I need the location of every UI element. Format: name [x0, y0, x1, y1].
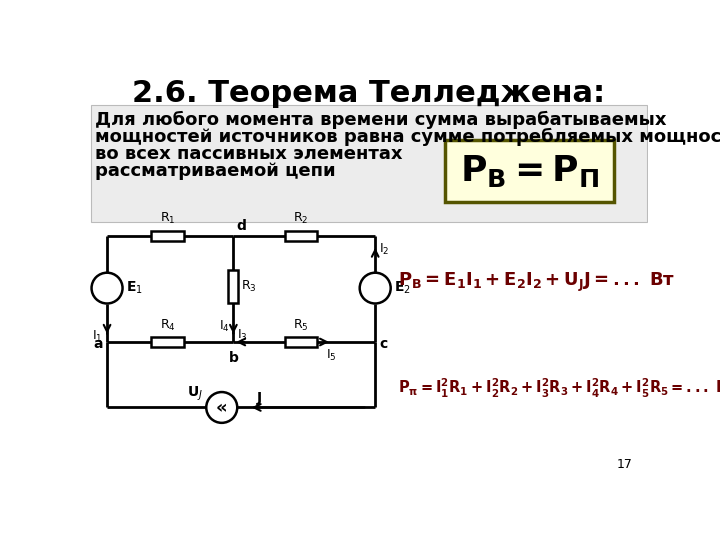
Text: I$_4$: I$_4$ [220, 319, 230, 334]
Text: «: « [216, 399, 228, 417]
Text: U$_J$: U$_J$ [186, 384, 202, 403]
Text: рассматриваемой цепи: рассматриваемой цепи [94, 162, 336, 180]
Bar [151, 337, 184, 347]
Circle shape [91, 273, 122, 303]
Text: E$_2$: E$_2$ [394, 280, 410, 296]
Text: во всех пассивных элементах: во всех пассивных элементах [94, 145, 402, 163]
FancyBboxPatch shape [91, 105, 647, 222]
Text: R$_4$: R$_4$ [160, 318, 176, 333]
Text: I$_3$: I$_3$ [238, 328, 248, 343]
Text: E$_1$: E$_1$ [126, 280, 143, 296]
Text: I$_1$: I$_1$ [92, 329, 102, 344]
Text: R$_2$: R$_2$ [293, 211, 308, 226]
Text: d: d [236, 219, 246, 233]
Text: R$_3$: R$_3$ [241, 279, 257, 294]
Text: $\mathbf{P_B = P_\Pi}$: $\mathbf{P_B = P_\Pi}$ [460, 153, 599, 189]
Text: $\mathbf{P_B =E_1I_1+E_2I_2+U_JJ=...\ Вт}$: $\mathbf{P_B =E_1I_1+E_2I_2+U_JJ=...\ Вт… [398, 271, 675, 294]
Text: мощностей источников равна сумме потребляемых мощностей: мощностей источников равна сумме потребл… [94, 128, 720, 146]
Text: $\mathbf{P_\pi =I_1^2R_1+I_2^2R_2+I_3^2R_3+I_4^2R_4+I_5^2R_5=...\ Вт}$: $\mathbf{P_\pi =I_1^2R_1+I_2^2R_2+I_3^2R… [398, 376, 720, 400]
Text: b: b [228, 351, 238, 365]
Text: c: c [380, 336, 388, 350]
Text: I$_5$: I$_5$ [325, 348, 336, 363]
Bar [284, 231, 317, 241]
Circle shape [360, 273, 391, 303]
Text: 17: 17 [616, 458, 632, 471]
Bar [151, 231, 184, 241]
Bar [228, 271, 238, 303]
Text: J: J [256, 391, 261, 405]
FancyBboxPatch shape [445, 140, 614, 202]
Text: Для любого момента времени сумма вырабатываемых: Для любого момента времени сумма вырабат… [94, 111, 666, 129]
Text: R$_5$: R$_5$ [293, 318, 309, 333]
Text: I$_2$: I$_2$ [379, 242, 390, 257]
Text: R$_1$: R$_1$ [160, 211, 175, 226]
Text: 2.6. Теорема Телледжена:: 2.6. Теорема Телледжена: [132, 79, 606, 107]
Bar [284, 337, 317, 347]
Circle shape [206, 392, 238, 423]
Text: a: a [93, 336, 102, 350]
